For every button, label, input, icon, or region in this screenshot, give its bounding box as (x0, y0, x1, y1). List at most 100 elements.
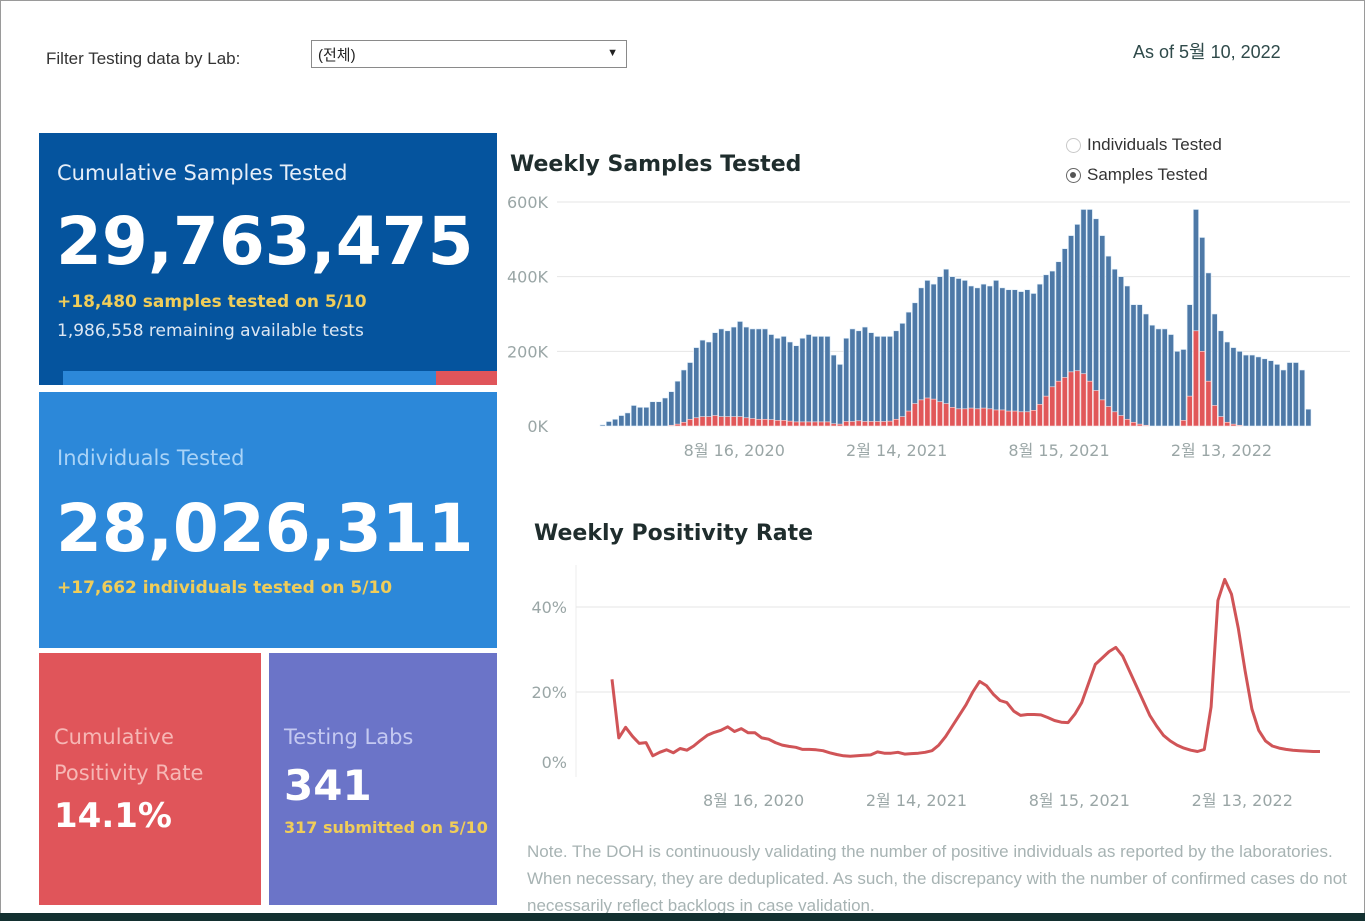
bar-positive[interactable] (793, 421, 800, 427)
bar-samples[interactable] (974, 287, 981, 427)
bar-samples[interactable] (1174, 351, 1181, 427)
bar-samples[interactable] (961, 280, 968, 427)
bar-positive[interactable] (1105, 406, 1112, 427)
bar-positive[interactable] (743, 417, 750, 427)
bar-positive[interactable] (755, 418, 762, 427)
bar-positive[interactable] (1086, 380, 1093, 427)
bar-positive[interactable] (855, 420, 862, 427)
bar-positive[interactable] (1043, 395, 1049, 427)
bar-positive[interactable] (980, 407, 987, 427)
bar-samples[interactable] (868, 332, 875, 427)
bar-positive[interactable] (1036, 404, 1043, 427)
bar-samples[interactable] (1180, 349, 1187, 427)
bar-positive[interactable] (886, 420, 893, 427)
bar-samples[interactable] (949, 276, 956, 427)
bar-samples[interactable] (724, 330, 731, 427)
bar-positive[interactable] (693, 417, 700, 427)
bar-samples[interactable] (668, 391, 675, 427)
bar-positive[interactable] (824, 421, 831, 427)
bar-positive[interactable] (774, 420, 781, 427)
bar-positive[interactable] (1230, 423, 1237, 427)
bar-samples[interactable] (824, 336, 831, 427)
bar-samples[interactable] (680, 369, 687, 427)
radio-individuals-tested[interactable]: Individuals Tested (1066, 135, 1222, 155)
bar-positive[interactable] (1130, 421, 1137, 427)
bar-samples[interactable] (1149, 324, 1156, 427)
bar-samples[interactable] (1124, 285, 1131, 427)
bar-samples[interactable] (1099, 235, 1106, 427)
bar-positive[interactable] (1061, 377, 1068, 427)
bar-samples[interactable] (899, 323, 906, 427)
bar-positive[interactable] (1074, 370, 1081, 427)
bar-samples[interactable] (880, 336, 887, 427)
bar-positive[interactable] (843, 421, 850, 427)
bar-positive[interactable] (961, 408, 968, 427)
bar-samples[interactable] (705, 341, 712, 427)
bar-positive[interactable] (924, 397, 931, 427)
lab-filter-dropdown[interactable]: (전체) ▼ (311, 40, 627, 68)
bar-positive[interactable] (1124, 418, 1131, 427)
bar-samples[interactable] (643, 407, 650, 427)
bar-samples[interactable] (618, 415, 625, 427)
bar-positive[interactable] (1005, 410, 1012, 427)
bar-positive[interactable] (712, 415, 718, 427)
bar-samples[interactable] (874, 336, 881, 427)
bar-samples[interactable] (780, 336, 787, 427)
bar-samples[interactable] (1155, 328, 1162, 427)
bar-samples[interactable] (1030, 293, 1037, 427)
bar-samples[interactable] (1111, 268, 1118, 427)
bar-positive[interactable] (1136, 423, 1143, 427)
bar-positive[interactable] (680, 421, 687, 427)
bar-positive[interactable] (1218, 416, 1224, 427)
bar-positive[interactable] (737, 416, 743, 427)
bar-samples[interactable] (849, 328, 856, 427)
bar-positive[interactable] (874, 421, 881, 427)
bar-positive[interactable] (1199, 351, 1206, 427)
bar-samples[interactable] (968, 285, 975, 427)
bar-positive[interactable] (1049, 386, 1056, 427)
bar-samples[interactable] (1286, 362, 1293, 427)
bar-samples[interactable] (1249, 354, 1256, 427)
bar-samples[interactable] (843, 337, 850, 427)
bar-samples[interactable] (1168, 334, 1174, 427)
bar-samples[interactable] (830, 354, 837, 427)
bar-positive[interactable] (1099, 399, 1106, 427)
bar-positive[interactable] (699, 416, 706, 427)
bar-samples[interactable] (886, 336, 893, 427)
bar-positive[interactable] (1118, 415, 1124, 427)
bar-positive[interactable] (830, 423, 837, 427)
bar-positive[interactable] (999, 409, 1006, 427)
bar-samples[interactable] (1274, 364, 1281, 427)
bar-positive[interactable] (986, 408, 993, 427)
bar-positive[interactable] (724, 416, 731, 427)
bar-positive[interactable] (705, 416, 712, 427)
bar-samples[interactable] (755, 328, 762, 427)
bar-positive[interactable] (780, 420, 787, 427)
bar-samples[interactable] (1130, 304, 1137, 427)
bar-samples[interactable] (730, 326, 737, 427)
bar-samples[interactable] (612, 418, 619, 427)
bar-samples[interactable] (743, 326, 750, 427)
radio-samples-tested[interactable]: Samples Tested (1066, 165, 1208, 185)
bar-samples[interactable] (605, 421, 612, 427)
bar-positive[interactable] (1236, 424, 1243, 427)
bar-samples[interactable] (837, 364, 843, 427)
bar-samples[interactable] (943, 268, 950, 427)
bar-positive[interactable] (687, 418, 693, 427)
bar-samples[interactable] (655, 401, 662, 427)
bar-positive[interactable] (799, 421, 806, 427)
bar-samples[interactable] (712, 332, 718, 427)
bar-positive[interactable] (918, 399, 925, 427)
bar-positive[interactable] (862, 421, 868, 427)
bar-positive[interactable] (805, 421, 812, 427)
bar-samples[interactable] (687, 362, 693, 427)
bar-samples[interactable] (799, 337, 806, 427)
bar-samples[interactable] (1261, 358, 1268, 427)
bar-samples[interactable] (787, 341, 793, 427)
bar-positive[interactable] (718, 416, 725, 427)
bar-samples[interactable] (793, 345, 800, 427)
bar-samples[interactable] (768, 334, 775, 427)
bar-positive[interactable] (1205, 380, 1212, 427)
bar-samples[interactable] (624, 412, 631, 427)
bar-positive[interactable] (880, 421, 887, 427)
